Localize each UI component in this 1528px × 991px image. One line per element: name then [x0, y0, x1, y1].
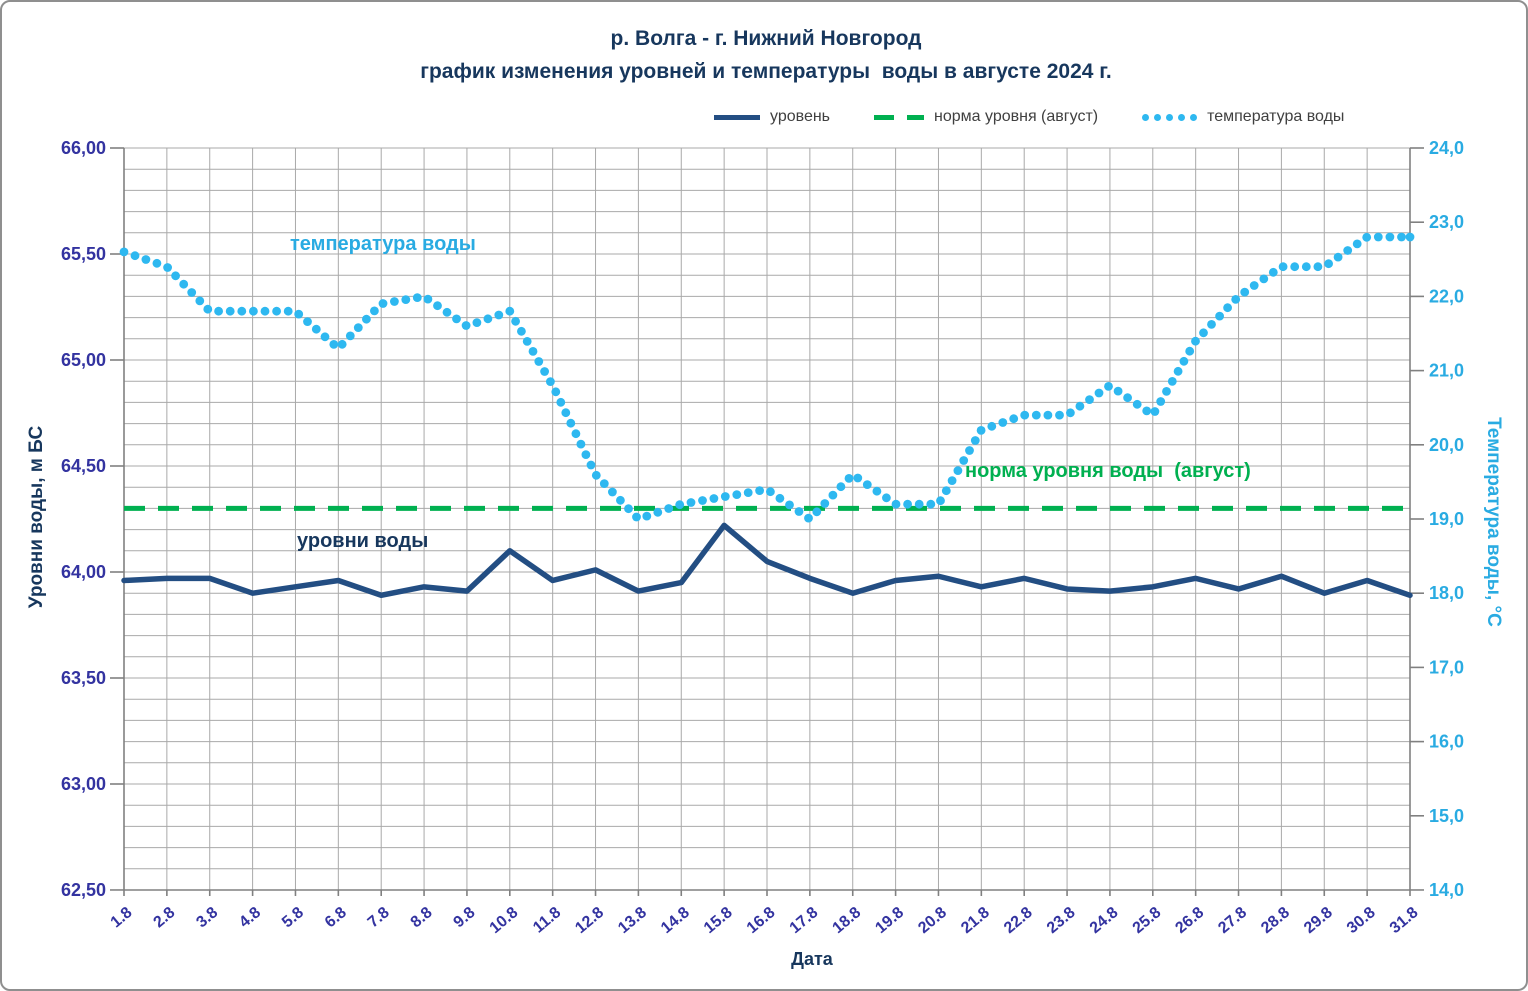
svg-text:31.8: 31.8: [1387, 904, 1422, 937]
legend-label-level: уровень: [770, 108, 831, 125]
svg-text:17,0: 17,0: [1429, 657, 1464, 677]
svg-text:63,50: 63,50: [61, 668, 106, 688]
svg-text:18.8: 18.8: [830, 904, 865, 937]
svg-text:25.8: 25.8: [1130, 904, 1165, 937]
svg-text:65,50: 65,50: [61, 244, 106, 264]
annotation-water-levels: уровни воды: [297, 530, 429, 552]
svg-text:22,0: 22,0: [1429, 286, 1464, 306]
svg-text:14,0: 14,0: [1429, 880, 1464, 900]
svg-text:19,0: 19,0: [1429, 509, 1464, 529]
svg-text:21.8: 21.8: [958, 904, 993, 937]
svg-text:4.8: 4.8: [236, 904, 264, 931]
left-axis-title: Уровни воды, м БС: [26, 425, 47, 609]
legend-item-norm: норма уровня (август): [874, 108, 1098, 126]
svg-text:2.8: 2.8: [150, 904, 178, 931]
chart-title-line2: график изменения уровней и температуры в…: [420, 60, 1112, 83]
svg-text:7.8: 7.8: [365, 904, 393, 931]
svg-text:28.8: 28.8: [1258, 904, 1293, 937]
temperature-dots-swatch: [1142, 113, 1198, 121]
svg-text:8.8: 8.8: [408, 904, 436, 931]
svg-text:6.8: 6.8: [322, 904, 350, 931]
svg-text:17.8: 17.8: [787, 904, 822, 937]
legend-item-level: уровень: [714, 108, 830, 126]
svg-text:20.8: 20.8: [915, 904, 950, 937]
svg-text:19.8: 19.8: [872, 904, 907, 937]
chart-legend: уровень норма уровня (август) температур…: [714, 108, 1344, 126]
svg-text:63,00: 63,00: [61, 774, 106, 794]
svg-text:24,0: 24,0: [1429, 138, 1464, 158]
svg-text:3.8: 3.8: [193, 904, 221, 931]
svg-text:13.8: 13.8: [615, 904, 650, 937]
svg-text:5.8: 5.8: [279, 904, 307, 931]
legend-item-temperature: температура воды: [1142, 108, 1344, 126]
norm-line-swatch: [874, 114, 925, 120]
svg-text:22.8: 22.8: [1001, 904, 1036, 937]
svg-text:14.8: 14.8: [658, 904, 693, 937]
svg-text:18,0: 18,0: [1429, 583, 1464, 603]
svg-text:64,50: 64,50: [61, 456, 106, 476]
svg-text:1.8: 1.8: [108, 904, 136, 931]
svg-text:20,0: 20,0: [1429, 435, 1464, 455]
svg-text:30.8: 30.8: [1344, 904, 1379, 937]
svg-text:66,00: 66,00: [61, 138, 106, 158]
legend-label-norm: норма уровня (август): [934, 108, 1099, 125]
annotation-norm-level: норма уровня воды (август): [965, 460, 1251, 482]
svg-text:26.8: 26.8: [1172, 904, 1207, 937]
svg-text:10.8: 10.8: [487, 904, 522, 937]
legend-label-temperature: температура воды: [1207, 108, 1345, 125]
svg-text:27.8: 27.8: [1215, 904, 1250, 937]
svg-text:62,50: 62,50: [61, 880, 106, 900]
svg-text:16.8: 16.8: [744, 904, 779, 937]
svg-text:15,0: 15,0: [1429, 806, 1464, 826]
svg-text:16,0: 16,0: [1429, 732, 1464, 752]
chart-title-line1: р. Волга - г. Нижний Новгород: [610, 27, 922, 50]
chart-title: р. Волга - г. Нижний Новгород график изм…: [62, 22, 1470, 88]
svg-text:23.8: 23.8: [1044, 904, 1079, 937]
svg-text:29.8: 29.8: [1301, 904, 1336, 937]
svg-text:64,00: 64,00: [61, 562, 106, 582]
svg-text:24.8: 24.8: [1087, 904, 1122, 937]
level-line-swatch: [714, 114, 760, 120]
annotation-temperature: температура воды: [290, 233, 476, 255]
svg-text:23,0: 23,0: [1429, 212, 1464, 232]
svg-text:12.8: 12.8: [572, 904, 607, 937]
svg-text:9.8: 9.8: [451, 904, 479, 931]
x-axis-title: Дата: [791, 949, 833, 969]
svg-text:65,00: 65,00: [61, 350, 106, 370]
svg-text:11.8: 11.8: [530, 904, 564, 937]
svg-text:15.8: 15.8: [701, 904, 736, 937]
right-axis-title: Температура воды, °С: [1483, 417, 1504, 627]
svg-text:21,0: 21,0: [1429, 361, 1464, 381]
